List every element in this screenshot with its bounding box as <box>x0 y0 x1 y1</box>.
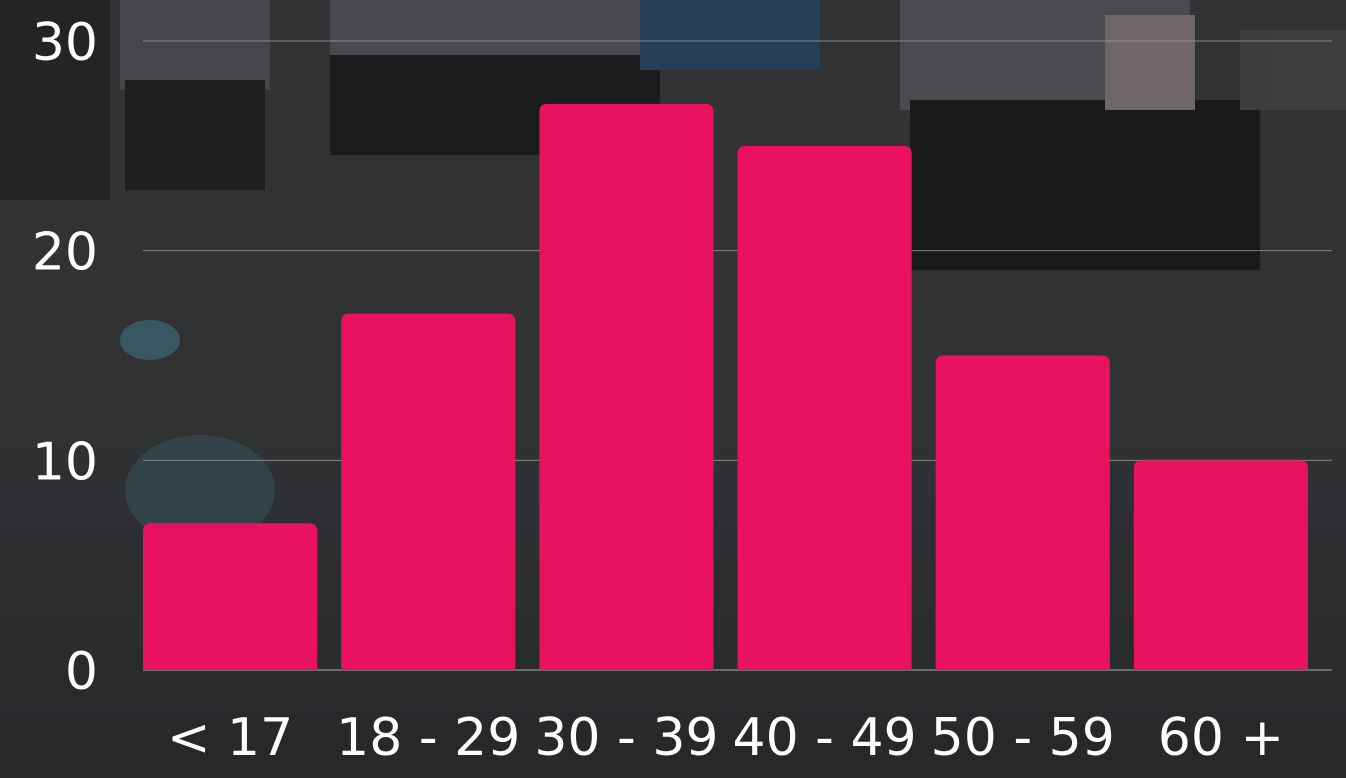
bars <box>143 103 1308 671</box>
bar-2 <box>539 103 714 670</box>
y-axis-tick-labels: 0 10 20 30 <box>32 13 98 702</box>
bar-3 <box>737 145 912 671</box>
y-tick-label: 20 <box>32 223 98 283</box>
x-category-label: 50 - 59 <box>931 708 1115 768</box>
y-tick-label: 30 <box>32 13 98 73</box>
bar-5 <box>1133 460 1308 670</box>
bar-4 <box>935 355 1110 670</box>
x-category-label: 18 - 29 <box>336 708 520 768</box>
bar-0 <box>143 523 318 670</box>
x-category-label: 60 + <box>1158 708 1284 768</box>
x-category-label: 40 - 49 <box>732 708 916 768</box>
x-category-label: < 17 <box>167 708 293 768</box>
bar-1 <box>341 313 516 670</box>
x-category-label: 30 - 39 <box>534 708 718 768</box>
x-axis-category-labels: < 17 18 - 29 30 - 39 40 - 49 50 - 59 60 + <box>167 708 1284 768</box>
y-tick-label: 0 <box>65 642 98 702</box>
y-tick-label: 10 <box>32 432 98 492</box>
